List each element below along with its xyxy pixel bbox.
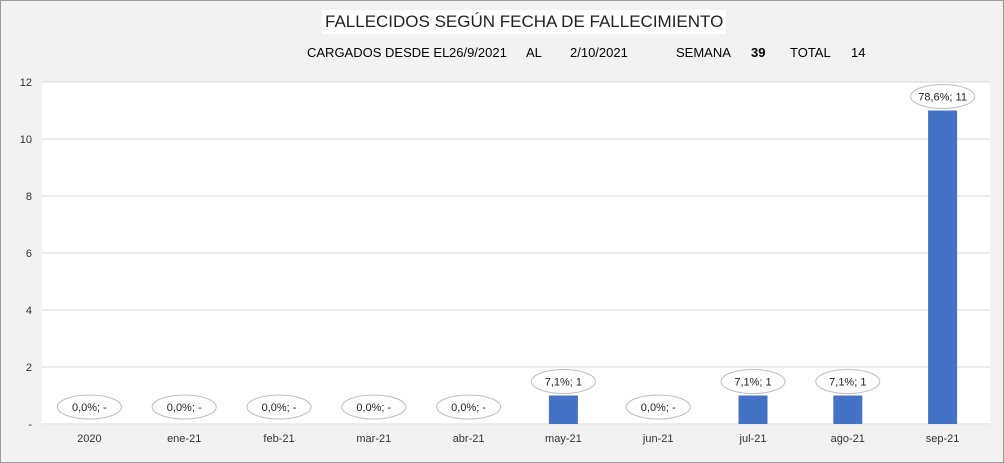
- y-axis-ticks: - 2 4 6 8 10 12: [20, 77, 33, 431]
- week-value: 39: [751, 45, 766, 60]
- y-tick-label: 12: [20, 77, 32, 89]
- bar: [548, 395, 578, 424]
- y-tick-label: 8: [26, 191, 32, 203]
- data-label-callout: [910, 84, 976, 109]
- x-tick-label: sep-21: [926, 433, 960, 445]
- to-label: AL: [526, 45, 542, 60]
- x-tick-label: may-21: [545, 433, 582, 445]
- data-label: 78,6%; 11: [910, 84, 976, 109]
- y-tick-label: 6: [26, 248, 32, 260]
- data-label: 0,0%; -: [56, 394, 122, 420]
- x-tick-label: jul-21: [739, 433, 767, 445]
- data-label-callout: [436, 394, 502, 420]
- data-label-text: 7,1%; 1: [734, 377, 771, 389]
- data-label-callout: [720, 369, 786, 394]
- bar: [738, 395, 768, 424]
- y-tick-label: 4: [26, 305, 32, 317]
- data-label-text: 0,0%; -: [641, 402, 676, 414]
- data-label-callout: [246, 394, 312, 420]
- data-label-text: 0,0%; -: [356, 402, 391, 414]
- bar: [928, 110, 958, 424]
- data-label-text: 0,0%; -: [167, 402, 202, 414]
- data-label-callout: [56, 394, 122, 420]
- data-label: 7,1%; 1: [815, 369, 881, 394]
- data-label: 0,0%; -: [625, 394, 691, 420]
- y-tick-label: 2: [26, 362, 32, 374]
- data-label-callout: [530, 369, 596, 394]
- total-value: 14: [851, 45, 866, 60]
- data-label: 7,1%; 1: [720, 369, 786, 394]
- x-tick-label: abr-21: [453, 433, 485, 445]
- from-date: 26/9/2021: [449, 45, 507, 60]
- to-date: 2/10/2021: [570, 45, 628, 60]
- chart-title: FALLECIDOS SEGÚN FECHA DE FALLECIMIENTO: [322, 10, 727, 34]
- y-tick-label: 10: [20, 134, 32, 146]
- data-label: 0,0%; -: [151, 394, 217, 420]
- x-axis-ticks: 2020 ene-21 feb-21 mar-21 abr-21 may-21 jun-21…: [77, 433, 959, 445]
- data-label: 0,0%; -: [246, 394, 312, 420]
- data-labels: 0,0%; - 0,0%; - 0,0%; - 0,0%; - 0,0%; - 7,1%;…: [56, 84, 976, 420]
- x-tick-label: 2020: [77, 433, 101, 445]
- data-label: 7,1%; 1: [530, 369, 596, 394]
- x-tick-label: ago-21: [831, 433, 865, 445]
- data-label-callout: [815, 369, 881, 394]
- bar: [833, 395, 863, 424]
- data-label-callout: [625, 394, 691, 420]
- x-tick-label: jun-21: [642, 433, 674, 445]
- x-tick-label: ene-21: [167, 433, 201, 445]
- y-tick-label: -: [28, 419, 32, 431]
- data-label-text: 7,1%; 1: [545, 377, 582, 389]
- data-label-text: 0,0%; -: [262, 402, 297, 414]
- loaded-label: CARGADOS DESDE EL: [307, 45, 450, 60]
- week-label: SEMANA: [676, 45, 731, 60]
- data-label-callout: [151, 394, 217, 420]
- data-label-text: 0,0%; -: [451, 402, 486, 414]
- bars: [548, 110, 958, 424]
- data-label-text: 78,6%; 11: [918, 92, 967, 104]
- data-label-text: 7,1%; 1: [829, 377, 866, 389]
- data-label-callout: [341, 394, 407, 420]
- total-label: TOTAL: [790, 45, 831, 60]
- data-label: 0,0%; -: [341, 394, 407, 420]
- data-label: 0,0%; -: [436, 394, 502, 420]
- gridlines: [42, 81, 990, 425]
- data-label-text: 0,0%; -: [72, 402, 107, 414]
- x-tick-label: mar-21: [356, 433, 391, 445]
- x-tick-label: feb-21: [263, 433, 294, 445]
